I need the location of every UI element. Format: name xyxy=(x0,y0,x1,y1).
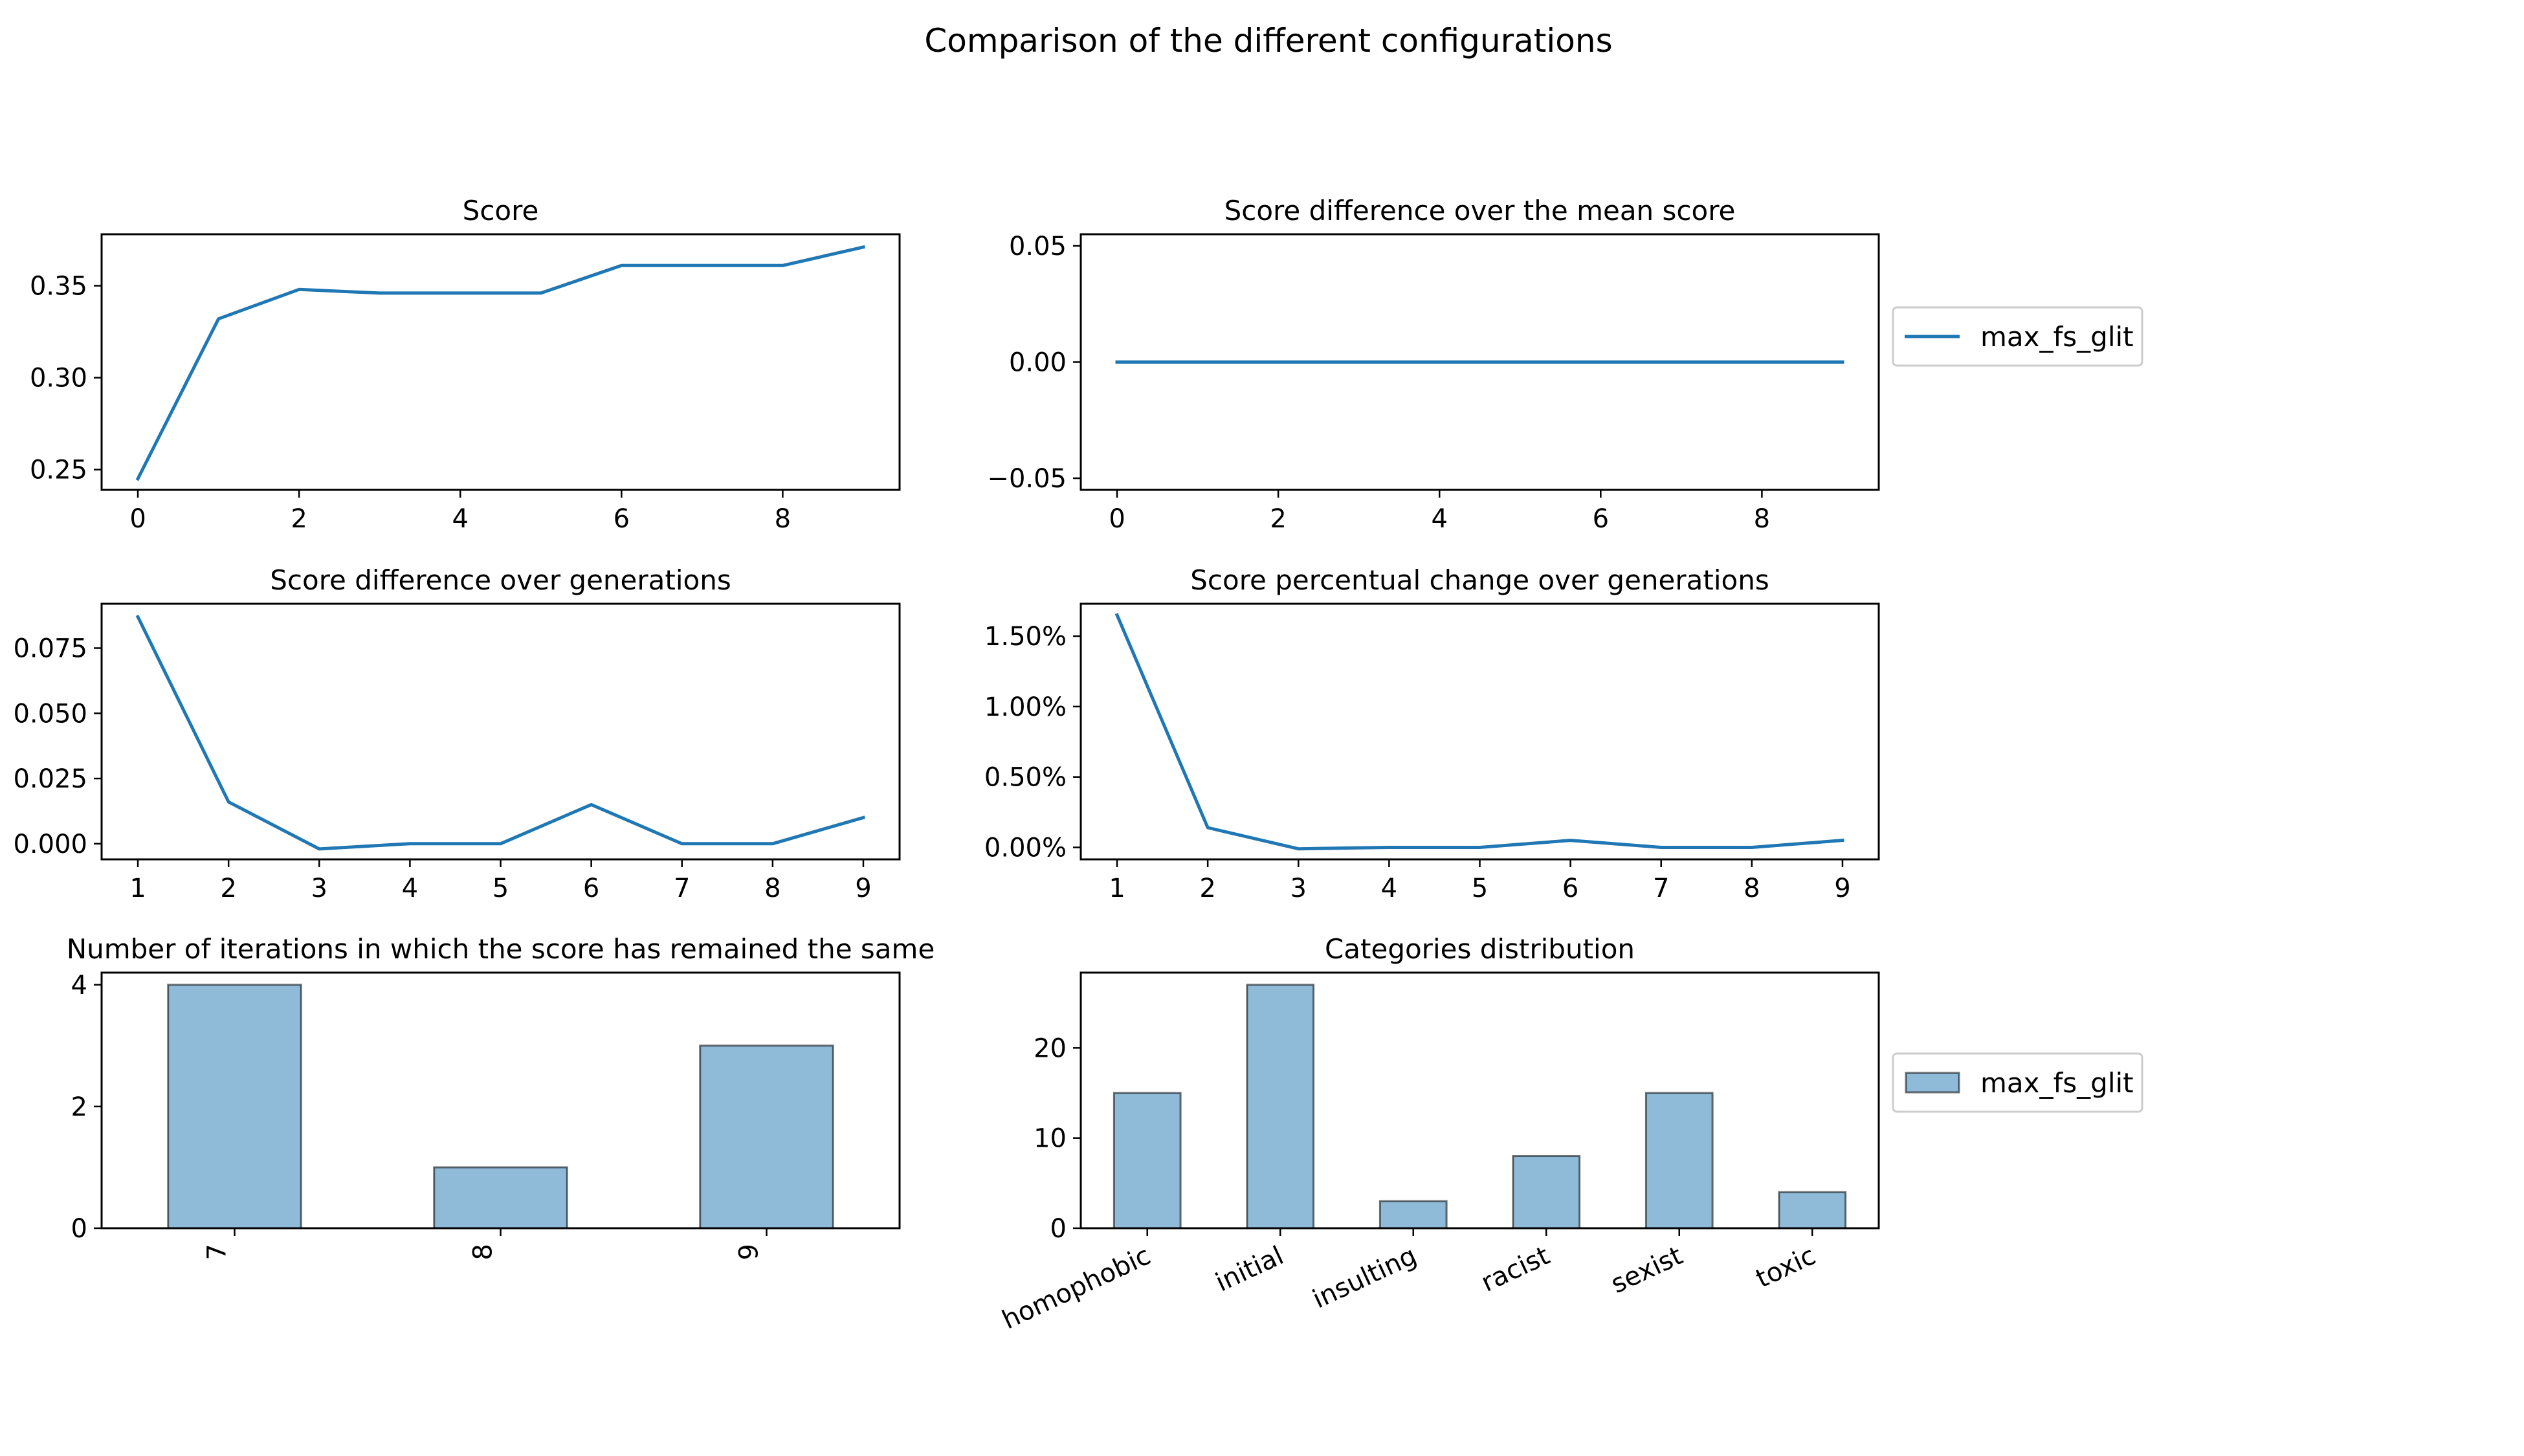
x-tick-label: 0 xyxy=(1109,504,1125,534)
x-tick-label: 8 xyxy=(775,504,791,534)
x-tick-label: 8 xyxy=(469,1244,498,1260)
bar-homophobic xyxy=(1113,1092,1182,1230)
x-tick-label: 7 xyxy=(1653,874,1669,903)
x-tick-label: 5 xyxy=(1472,874,1488,903)
x-tick-label: 9 xyxy=(1834,874,1850,903)
subplot-stale_iters: Number of iterations in which the score … xyxy=(67,933,935,1260)
y-tick-label: 0.000 xyxy=(13,830,87,859)
legend-patch-swatch xyxy=(1905,1072,1960,1094)
series-line-max_fs_glit xyxy=(135,245,865,481)
legend-frame xyxy=(1892,306,2143,367)
subplot-title: Score difference over the mean score xyxy=(1224,195,1736,226)
x-tick-label: 6 xyxy=(614,504,630,534)
x-tick-label: 2 xyxy=(291,504,307,534)
x-tick-label: 8 xyxy=(1744,874,1760,903)
y-tick-label: 4 xyxy=(71,971,87,1000)
subplot-title: Categories distribution xyxy=(1325,933,1635,965)
axes-frame xyxy=(100,971,901,1230)
x-tick-label: 6 xyxy=(583,874,599,903)
subplot-title: Score xyxy=(463,195,539,226)
series-line-max_fs_glit xyxy=(135,614,866,851)
y-tick-label: 0.025 xyxy=(13,764,87,794)
bar-insulting xyxy=(1378,1200,1448,1230)
y-tick-label: 0.00% xyxy=(984,833,1067,863)
y-tick-label: 2 xyxy=(71,1092,87,1122)
x-tick-label: 1 xyxy=(129,874,146,903)
x-tick-label: 9 xyxy=(855,874,871,903)
y-tick-label: −0.05 xyxy=(987,464,1067,494)
x-tick-label: 3 xyxy=(1290,874,1307,903)
y-tick-label: 0.30 xyxy=(30,364,87,393)
bar-7 xyxy=(167,984,302,1230)
x-tick-label: 8 xyxy=(1754,504,1770,534)
bar-9 xyxy=(699,1044,834,1230)
axes-frame xyxy=(100,602,901,861)
x-tick-label: 7 xyxy=(203,1244,232,1260)
subplot-title: Score difference over generations xyxy=(270,564,731,596)
bar-initial xyxy=(1246,984,1315,1230)
legend-label: max_fs_glit xyxy=(1980,1067,2134,1099)
x-tick-label: 8 xyxy=(764,874,780,903)
axes-frame xyxy=(1079,233,1880,491)
x-tick-label: 4 xyxy=(1381,874,1397,903)
y-tick-label: 0.50% xyxy=(984,763,1067,793)
y-tick-label: 10 xyxy=(1034,1124,1067,1154)
y-tick-label: 0.075 xyxy=(13,634,87,664)
x-tick-label: 3 xyxy=(311,874,327,903)
subplot-title: Number of iterations in which the score … xyxy=(67,933,935,965)
x-tick-label: 5 xyxy=(493,874,509,903)
legend-frame xyxy=(1892,1052,2143,1113)
subplot-pct_change: Score percentual change over generations… xyxy=(984,564,1880,903)
legend-label: max_fs_glit xyxy=(1980,321,2134,353)
x-tick-label: 0 xyxy=(129,504,146,534)
x-tick-label: 7 xyxy=(674,874,690,903)
bar-racist xyxy=(1512,1155,1581,1230)
y-tick-label: 20 xyxy=(1034,1033,1067,1063)
y-tick-label: 0.25 xyxy=(30,456,87,485)
x-tick-label: 2 xyxy=(1199,874,1215,903)
x-tick-label: 4 xyxy=(402,874,418,903)
series-line-max_fs_glit xyxy=(1114,613,1844,851)
subplot-title: Score percentual change over generations xyxy=(1190,564,1769,596)
x-tick-label: 4 xyxy=(1432,504,1448,534)
figure-suptitle: Comparison of the different configuratio… xyxy=(924,22,1612,60)
legend: max_fs_glit xyxy=(1892,306,2143,367)
legend: max_fs_glit xyxy=(1892,1052,2143,1113)
y-tick-label: 1.00% xyxy=(984,692,1067,722)
x-tick-label: 2 xyxy=(1270,504,1286,534)
y-tick-label: 0 xyxy=(71,1214,87,1244)
axes-frame xyxy=(100,233,901,491)
x-tick-label: 6 xyxy=(1593,504,1609,534)
y-tick-label: 0.050 xyxy=(13,699,87,729)
x-tick-label: 1 xyxy=(1109,874,1125,903)
subplot-score: Score 0.25 0.30 0.35 0 2 4 6 8 xyxy=(30,195,901,534)
x-tick-label: 9 xyxy=(735,1244,764,1260)
axes-frame xyxy=(1079,971,1880,1230)
subplot-diff_mean: Score difference over the mean score 0.05… xyxy=(987,195,2143,534)
y-tick-label: 0.35 xyxy=(30,272,87,302)
bar-8 xyxy=(433,1166,568,1230)
y-tick-label: 1.50% xyxy=(984,622,1067,652)
subplot-diff_gen: Score difference over generations 0.000 0.… xyxy=(13,564,901,903)
y-tick-label: 0 xyxy=(1050,1214,1067,1244)
axes-frame xyxy=(1079,602,1880,861)
x-tick-label: 6 xyxy=(1562,874,1578,903)
bar-sexist xyxy=(1644,1092,1714,1230)
y-tick-label: 0.00 xyxy=(1009,348,1067,378)
x-tick-label: 2 xyxy=(220,874,236,903)
bar-toxic xyxy=(1778,1191,1847,1230)
y-tick-label: 0.05 xyxy=(1009,232,1067,261)
x-tick-label: 4 xyxy=(452,504,469,534)
